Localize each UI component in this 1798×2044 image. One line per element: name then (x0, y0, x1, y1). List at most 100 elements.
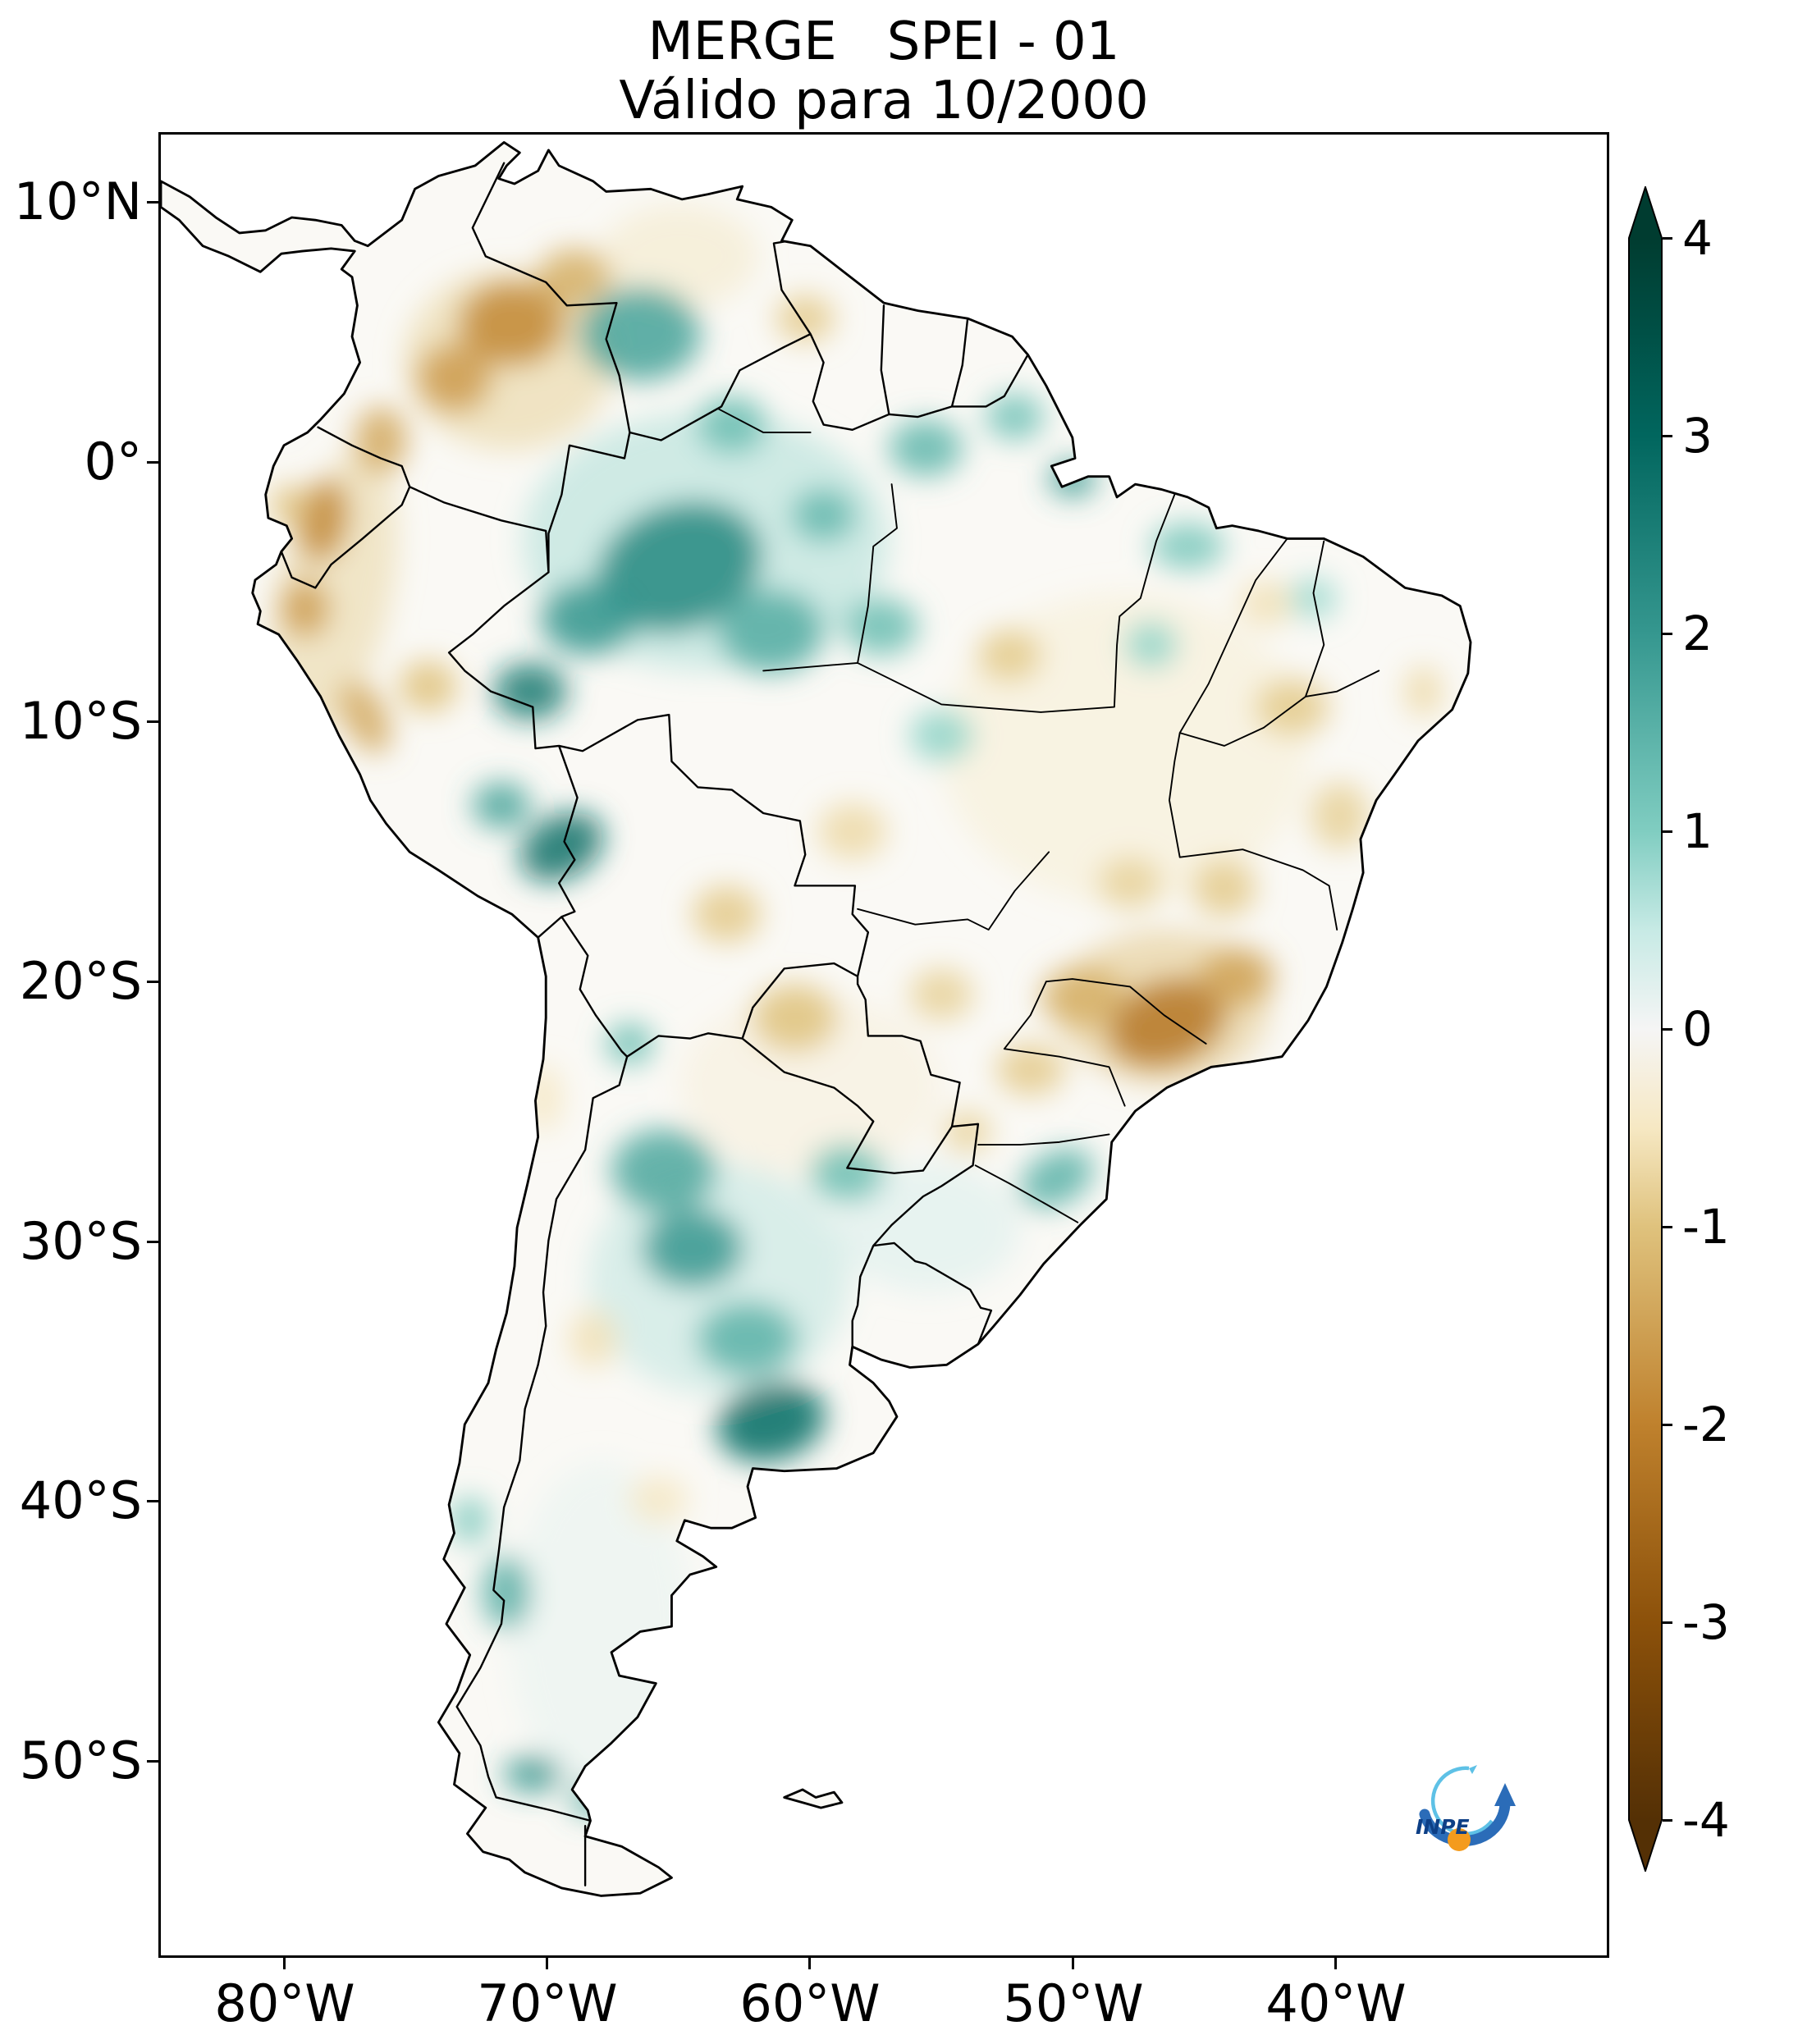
spei-anomaly-blob (698, 1302, 798, 1375)
colorbar-tick-label-m4: -4 (1682, 1792, 1730, 1848)
lon-tick-label-50w: 50°W (1003, 1973, 1144, 2033)
spei-anomaly-blob (1108, 979, 1225, 1068)
spei-anomaly-blob (459, 281, 565, 365)
spei-anomaly-blob (271, 484, 308, 526)
spei-anomaly-blob (716, 1381, 826, 1462)
lon-tick-mark (808, 1958, 811, 1969)
lat-tick-label-0: 0° (84, 432, 142, 492)
inpe-logo: INPE (1416, 1765, 1516, 1851)
spei-anomaly-blob (504, 1755, 562, 1793)
spei-anomaly-blob (977, 629, 1041, 682)
spei-anomaly-blob (1049, 460, 1096, 497)
lat-tick-mark (147, 461, 158, 464)
map-plot-area (158, 132, 1609, 1958)
colorbar-ramp (1628, 186, 1663, 1872)
spei-anomaly-blob (1405, 665, 1442, 718)
state-borders (717, 408, 1380, 1223)
inpe-logo-swoosh-arrowhead (1494, 1783, 1516, 1806)
spei-anomaly-blob (569, 1784, 617, 1816)
lon-tick-label-70w: 70°W (477, 1973, 618, 2033)
spei-anomaly-blob (776, 295, 835, 342)
lat-tick-label-40s: 40°S (19, 1470, 142, 1530)
colorbar-tick-label-2: 2 (1682, 606, 1713, 661)
figure-subtitle: Válido para 10/2000 (619, 71, 1149, 131)
colorbar-tick-mark (1663, 1424, 1672, 1426)
south-america-map (161, 141, 1472, 1897)
lat-tick-label-50s: 50°S (19, 1731, 142, 1790)
colorbar-tick-mark (1663, 1621, 1672, 1624)
lon-tick-mark (546, 1958, 548, 1969)
lon-tick-mark (1072, 1958, 1074, 1969)
spei-anomaly-blob (601, 204, 758, 309)
lat-tick-mark (147, 1500, 158, 1502)
spei-anomaly-blob (1289, 577, 1338, 620)
colorbar-tick-mark (1663, 830, 1672, 833)
lat-tick-label-30s: 30°S (19, 1211, 142, 1271)
spei-anomaly-blob (493, 662, 567, 720)
lon-tick-label-40w: 40°W (1265, 1973, 1407, 2033)
spei-anomaly-blob (579, 287, 701, 381)
spei-anomaly-blob (1201, 948, 1274, 1005)
lat-tick-label-10n: 10°N (13, 171, 142, 231)
spei-anomaly-blob (836, 1163, 1020, 1292)
colorbar-tick-label-4: 4 (1682, 210, 1713, 266)
coastline (161, 141, 1472, 1897)
lon-tick-label-60w: 60°W (739, 1973, 881, 2033)
spei-anomaly-blob (540, 583, 635, 656)
spei-anomaly-blob (597, 502, 762, 633)
colorbar-tick-mark (1663, 1028, 1672, 1031)
colorbar-tick-mark (1663, 633, 1672, 635)
lat-tick-mark (147, 1760, 158, 1763)
colorbar-tick-label-1: 1 (1682, 803, 1713, 859)
spei-anomaly-blob (1041, 966, 1125, 1028)
lat-tick-mark (147, 1241, 158, 1243)
spei-anomaly-blob (355, 406, 408, 474)
spei-anomaly-blob (1020, 1148, 1094, 1209)
spei-anomaly-blob (451, 1497, 489, 1544)
spei-anomaly-blob (538, 248, 612, 306)
spei-anomaly-blob (944, 1110, 991, 1153)
spei-anomaly-blob (1192, 859, 1256, 917)
spei-anomaly-blob (810, 1145, 884, 1202)
figure-title: MERGE SPEI - 01 (647, 11, 1120, 72)
inpe-logo-text: INPE (1416, 1815, 1470, 1839)
spei-anomaly-blob (909, 709, 973, 761)
spei-anomaly-blob (340, 680, 391, 754)
colorbar-tick-label-0: 0 (1682, 1001, 1713, 1057)
spei-anomaly-blob (844, 598, 918, 656)
spei-anomaly-blob (753, 984, 837, 1052)
spei-anomaly-blob (519, 812, 604, 882)
spei-anomaly-blob (281, 579, 329, 638)
spei-anomaly-blob (569, 1310, 617, 1368)
spei-anomaly-blob (643, 1209, 743, 1287)
spei-anomaly-blob (299, 479, 348, 562)
spei-anomaly-blob (399, 660, 457, 712)
colorbar-tick-mark (1663, 1226, 1672, 1228)
colorbar-tick-mark (1663, 237, 1672, 240)
lon-tick-mark (1334, 1958, 1337, 1969)
inpe-logo-orange-dot (1448, 1828, 1471, 1851)
spei-anomaly-blob (692, 885, 761, 943)
colorbar-tick-label-m2: -2 (1682, 1397, 1730, 1452)
spei-anomaly-blob (818, 803, 887, 860)
spei-anomaly-blob (417, 344, 492, 412)
country-borders (280, 162, 1029, 1886)
spei-anomaly-blob (1240, 579, 1292, 627)
inpe-logo-orbit-arrowhead (1469, 1765, 1477, 1774)
spei-anomaly-blob (524, 1064, 562, 1132)
lon-tick-label-80w: 80°W (214, 1973, 355, 2033)
lat-tick-mark (147, 201, 158, 203)
spei-anomaly-blob (718, 590, 824, 674)
spei-anomaly-blob (1098, 857, 1162, 909)
spei-anomaly-blob (1151, 523, 1224, 570)
spei-anomaly-blob (472, 782, 531, 829)
spei-anomaly-blob (792, 489, 855, 542)
spei-anomaly-blob (889, 419, 963, 477)
inpe-logo-orbit-arc (1430, 1766, 1494, 1836)
lon-tick-mark (283, 1958, 286, 1969)
inpe-logo-swoosh (1419, 1799, 1511, 1846)
spei-anomaly-blob (698, 396, 766, 454)
spei-anomaly-blob (996, 1043, 1065, 1096)
colorbar-tick-label-m1: -1 (1682, 1199, 1730, 1255)
